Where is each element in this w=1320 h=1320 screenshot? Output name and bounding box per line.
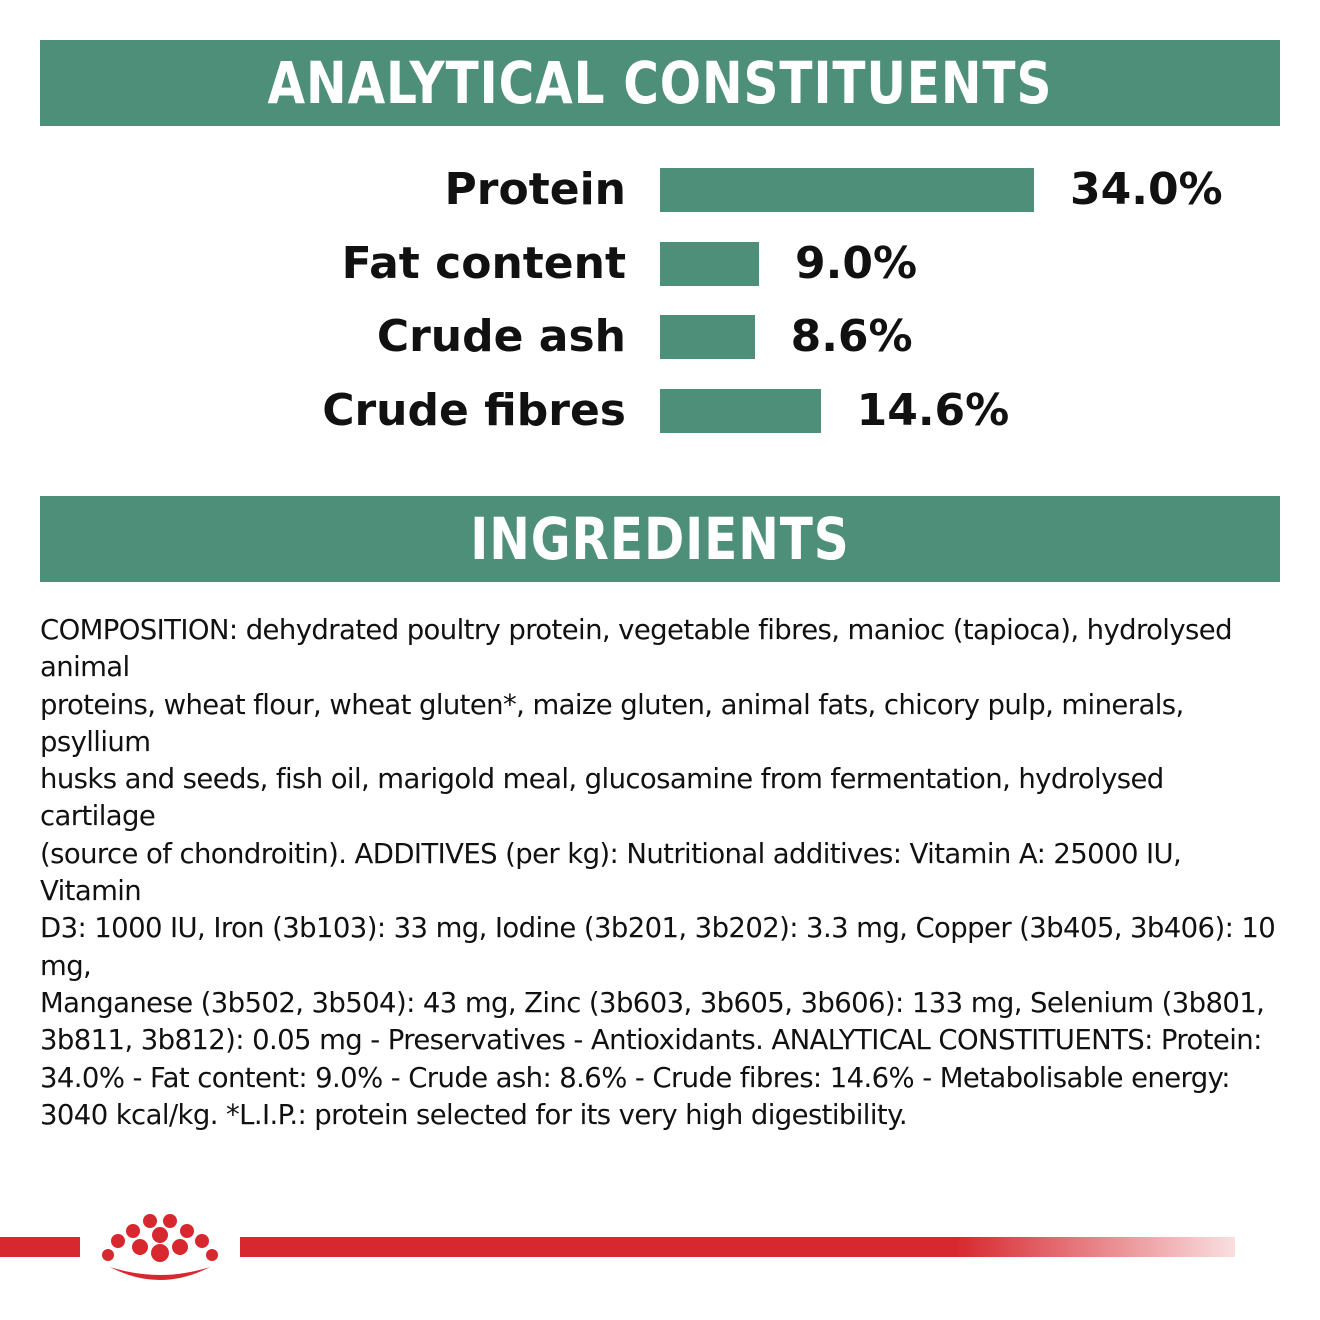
crown-dot (102, 1249, 114, 1261)
composition-line: 3040 kcal/kg. *L.I.P.: protein selected … (40, 1098, 908, 1131)
analytical-constituents-banner: ANALYTICAL CONSTITUENTS (40, 40, 1280, 126)
bar-value-label: 9.0% (795, 237, 918, 289)
composition-line: 3b811, 3b812): 0.05 mg - Preservatives -… (40, 1024, 1262, 1057)
crown-dot (126, 1224, 140, 1238)
crown-dot (152, 1227, 168, 1243)
composition-line: husks and seeds, fish oil, marigold meal… (40, 763, 1164, 833)
bar-label: Crude fibres (322, 384, 626, 436)
composition-line: Manganese (3b502, 3b504): 43 mg, Zinc (3… (40, 986, 1265, 1019)
bar (660, 315, 755, 359)
bar-label: Protein (444, 164, 626, 215)
crown-dot (172, 1239, 188, 1255)
footer-line-right (240, 1237, 1235, 1257)
bar-value-label: 8.6% (790, 311, 913, 362)
bar-label: Crude ash (376, 311, 626, 362)
composition-line: COMPOSITION: dehydrated poultry protein,… (40, 614, 1233, 684)
bar (660, 168, 1034, 212)
composition-line: 34.0% - Fat content: 9.0% - Crude ash: 8… (40, 1061, 1231, 1094)
ingredients-title: INGREDIENTS (470, 505, 850, 573)
crown-dot (143, 1214, 157, 1228)
composition-line: proteins, wheat flour, wheat gluten*, ma… (40, 688, 1184, 758)
bar-value-label: 14.6% (856, 384, 1010, 436)
crown-dot (111, 1234, 125, 1248)
ingredients-banner: INGREDIENTS (40, 496, 1280, 582)
analytical-constituents-title: ANALYTICAL CONSTITUENTS (267, 49, 1053, 117)
crown-dot (180, 1224, 194, 1238)
crown-dot (195, 1234, 209, 1248)
composition-line: (source of chondroitin). ADDITIVES (per … (40, 837, 1182, 908)
bar-label: Fat content (341, 237, 626, 289)
crown-dot (206, 1249, 218, 1261)
footer-line-left (0, 1237, 80, 1257)
crown-dot (151, 1244, 169, 1262)
bar-value-label: 34.0% (1070, 164, 1223, 215)
crown-dot (132, 1239, 148, 1255)
crown-dot (163, 1214, 177, 1228)
bar (660, 388, 821, 433)
composition-text: COMPOSITION: dehydrated poultry protein,… (40, 612, 1285, 1134)
composition-line: D3: 1000 IU, Iron (3b103): 33 mg, Iodine… (40, 912, 1276, 982)
bar (660, 241, 759, 286)
crown-icon (102, 1214, 218, 1280)
